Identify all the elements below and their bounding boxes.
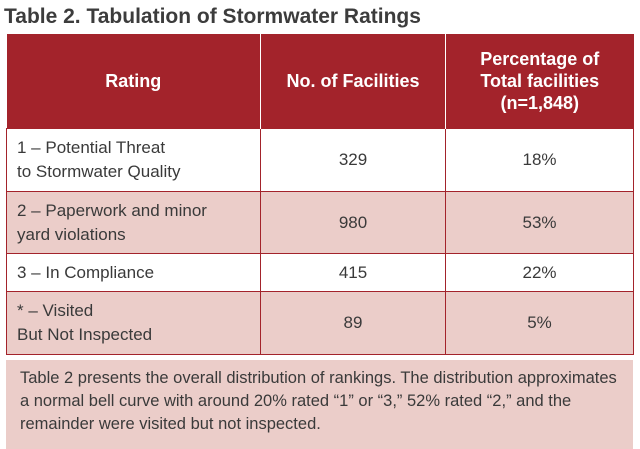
rating-cell: 2 – Paperwork and minor yard violations	[6, 191, 261, 254]
header-facilities: No. of Facilities	[260, 34, 446, 129]
header-percentage: Percentage of Total facilities (n=1,848)	[445, 34, 634, 129]
percentage-cell: 22%	[445, 253, 634, 292]
table-caption: Table 2 presents the overall distributio…	[6, 360, 633, 449]
table-row: 1 – Potential Threat to Stormwater Quali…	[6, 128, 634, 192]
rating-cell: 3 – In Compliance	[6, 253, 261, 292]
rating-cell: 1 – Potential Threat to Stormwater Quali…	[6, 128, 261, 192]
table-row: * – Visited But Not Inspected 89 5%	[6, 291, 634, 355]
header-row: Rating No. of Facilities Percentage of T…	[6, 34, 634, 129]
stormwater-ratings-table: Rating No. of Facilities Percentage of T…	[6, 34, 634, 355]
table-row: 2 – Paperwork and minor yard violations …	[6, 191, 634, 254]
facilities-cell: 415	[260, 253, 446, 292]
percentage-cell: 18%	[445, 128, 634, 192]
table-row: 3 – In Compliance 415 22%	[6, 253, 634, 292]
header-rating: Rating	[6, 34, 261, 129]
facilities-cell: 89	[260, 291, 446, 355]
facilities-cell: 980	[260, 191, 446, 254]
facilities-cell: 329	[260, 128, 446, 192]
percentage-cell: 5%	[445, 291, 634, 355]
rating-cell: * – Visited But Not Inspected	[6, 291, 261, 355]
percentage-cell: 53%	[445, 191, 634, 254]
table-title: Table 2. Tabulation of Stormwater Rating…	[4, 5, 421, 28]
